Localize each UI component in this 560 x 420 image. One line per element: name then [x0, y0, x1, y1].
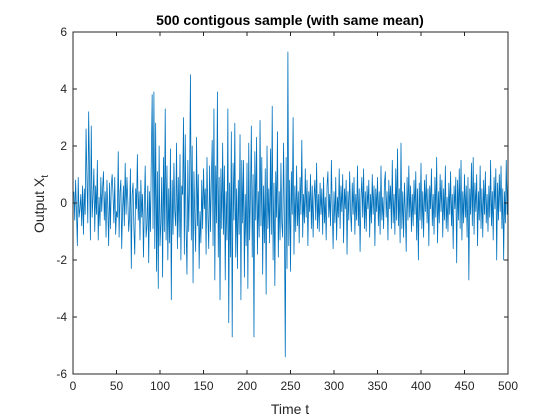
x-tick-label: 300	[324, 379, 344, 393]
y-tick-label: -4	[56, 310, 67, 324]
x-tick-label: 500	[498, 379, 518, 393]
series-line	[73, 51, 509, 358]
x-tick-label: 250	[280, 379, 300, 393]
chart-title: 500 contigous sample (with same mean)	[156, 12, 424, 28]
x-tick-label: 200	[237, 379, 257, 393]
x-tick-label: 0	[70, 379, 77, 393]
y-axis: -6 -4 -2 0 2 4 6	[56, 25, 508, 381]
y-tick-label: 4	[60, 82, 67, 96]
y-tick-label: -2	[56, 253, 67, 267]
x-tick-label: 400	[411, 379, 431, 393]
x-tick-label: 350	[367, 379, 387, 393]
x-tick-label: 100	[150, 379, 170, 393]
y-tick-label: -6	[56, 367, 67, 381]
x-axis: 0 50 100 150 200 250 300 350 400 450 500	[70, 32, 518, 393]
x-tick-label: 150	[193, 379, 213, 393]
y-tick-label: 6	[60, 25, 67, 39]
x-tick-label: 450	[454, 379, 474, 393]
y-axis-label-subscript: t	[40, 175, 51, 178]
plot-area	[72, 31, 509, 375]
x-tick-label: 50	[110, 379, 124, 393]
x-axis-label: Time t	[271, 401, 309, 417]
y-axis-label-main: Output X	[31, 177, 47, 233]
y-tick-label: 0	[60, 196, 67, 210]
y-axis-label: Output Xt	[31, 175, 51, 233]
y-tick-label: 2	[60, 139, 67, 153]
